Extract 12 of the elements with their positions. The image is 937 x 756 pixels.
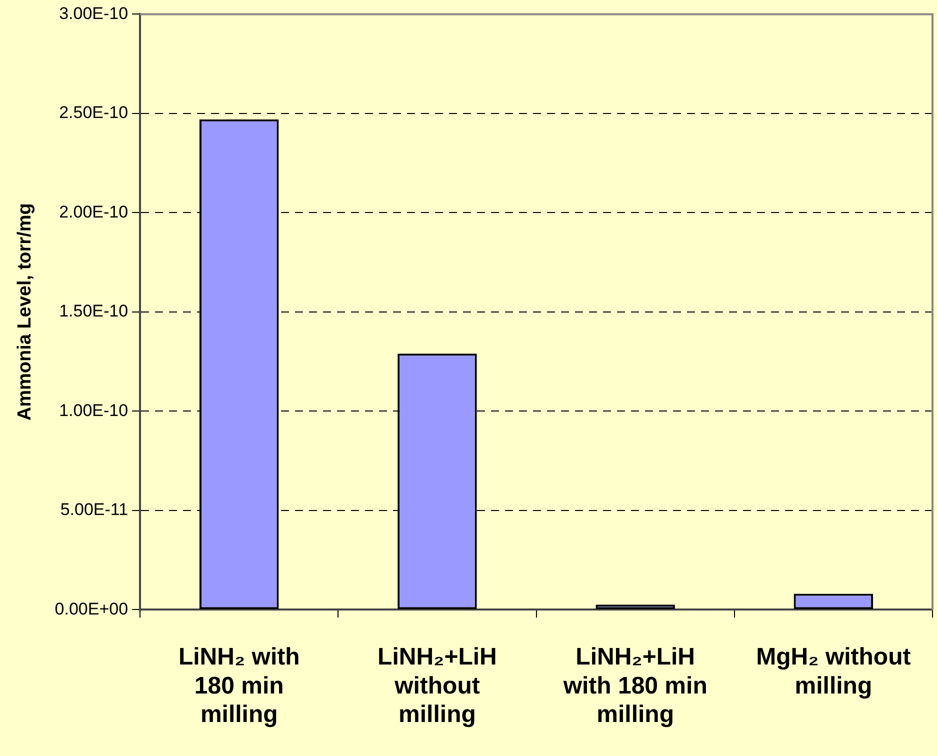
x-tick-label: LiNH₂ with 180 min milling <box>178 644 300 728</box>
y-tick-label: 2.00E-10 <box>59 202 128 222</box>
x-tick-label: MgH₂ without milling <box>756 644 911 700</box>
y-tick-label: 1.50E-10 <box>59 302 128 321</box>
y-tick-label: 5.00E-11 <box>60 500 128 520</box>
y-tick-label: 3.00E-10 <box>59 4 128 23</box>
y-tick-label: 2.50E-10 <box>59 103 128 122</box>
y-tick-label: 0.00E+00 <box>54 599 128 618</box>
x-tick-label: LiNH₂+LiH with 180 min milling <box>562 644 708 728</box>
x-tick-label: LiNH₂+LiH without milling <box>378 644 497 728</box>
y-tick-label: 1.00E-10 <box>59 400 128 420</box>
y-axis-title: Ammonia Level, torr/mg <box>14 203 36 421</box>
